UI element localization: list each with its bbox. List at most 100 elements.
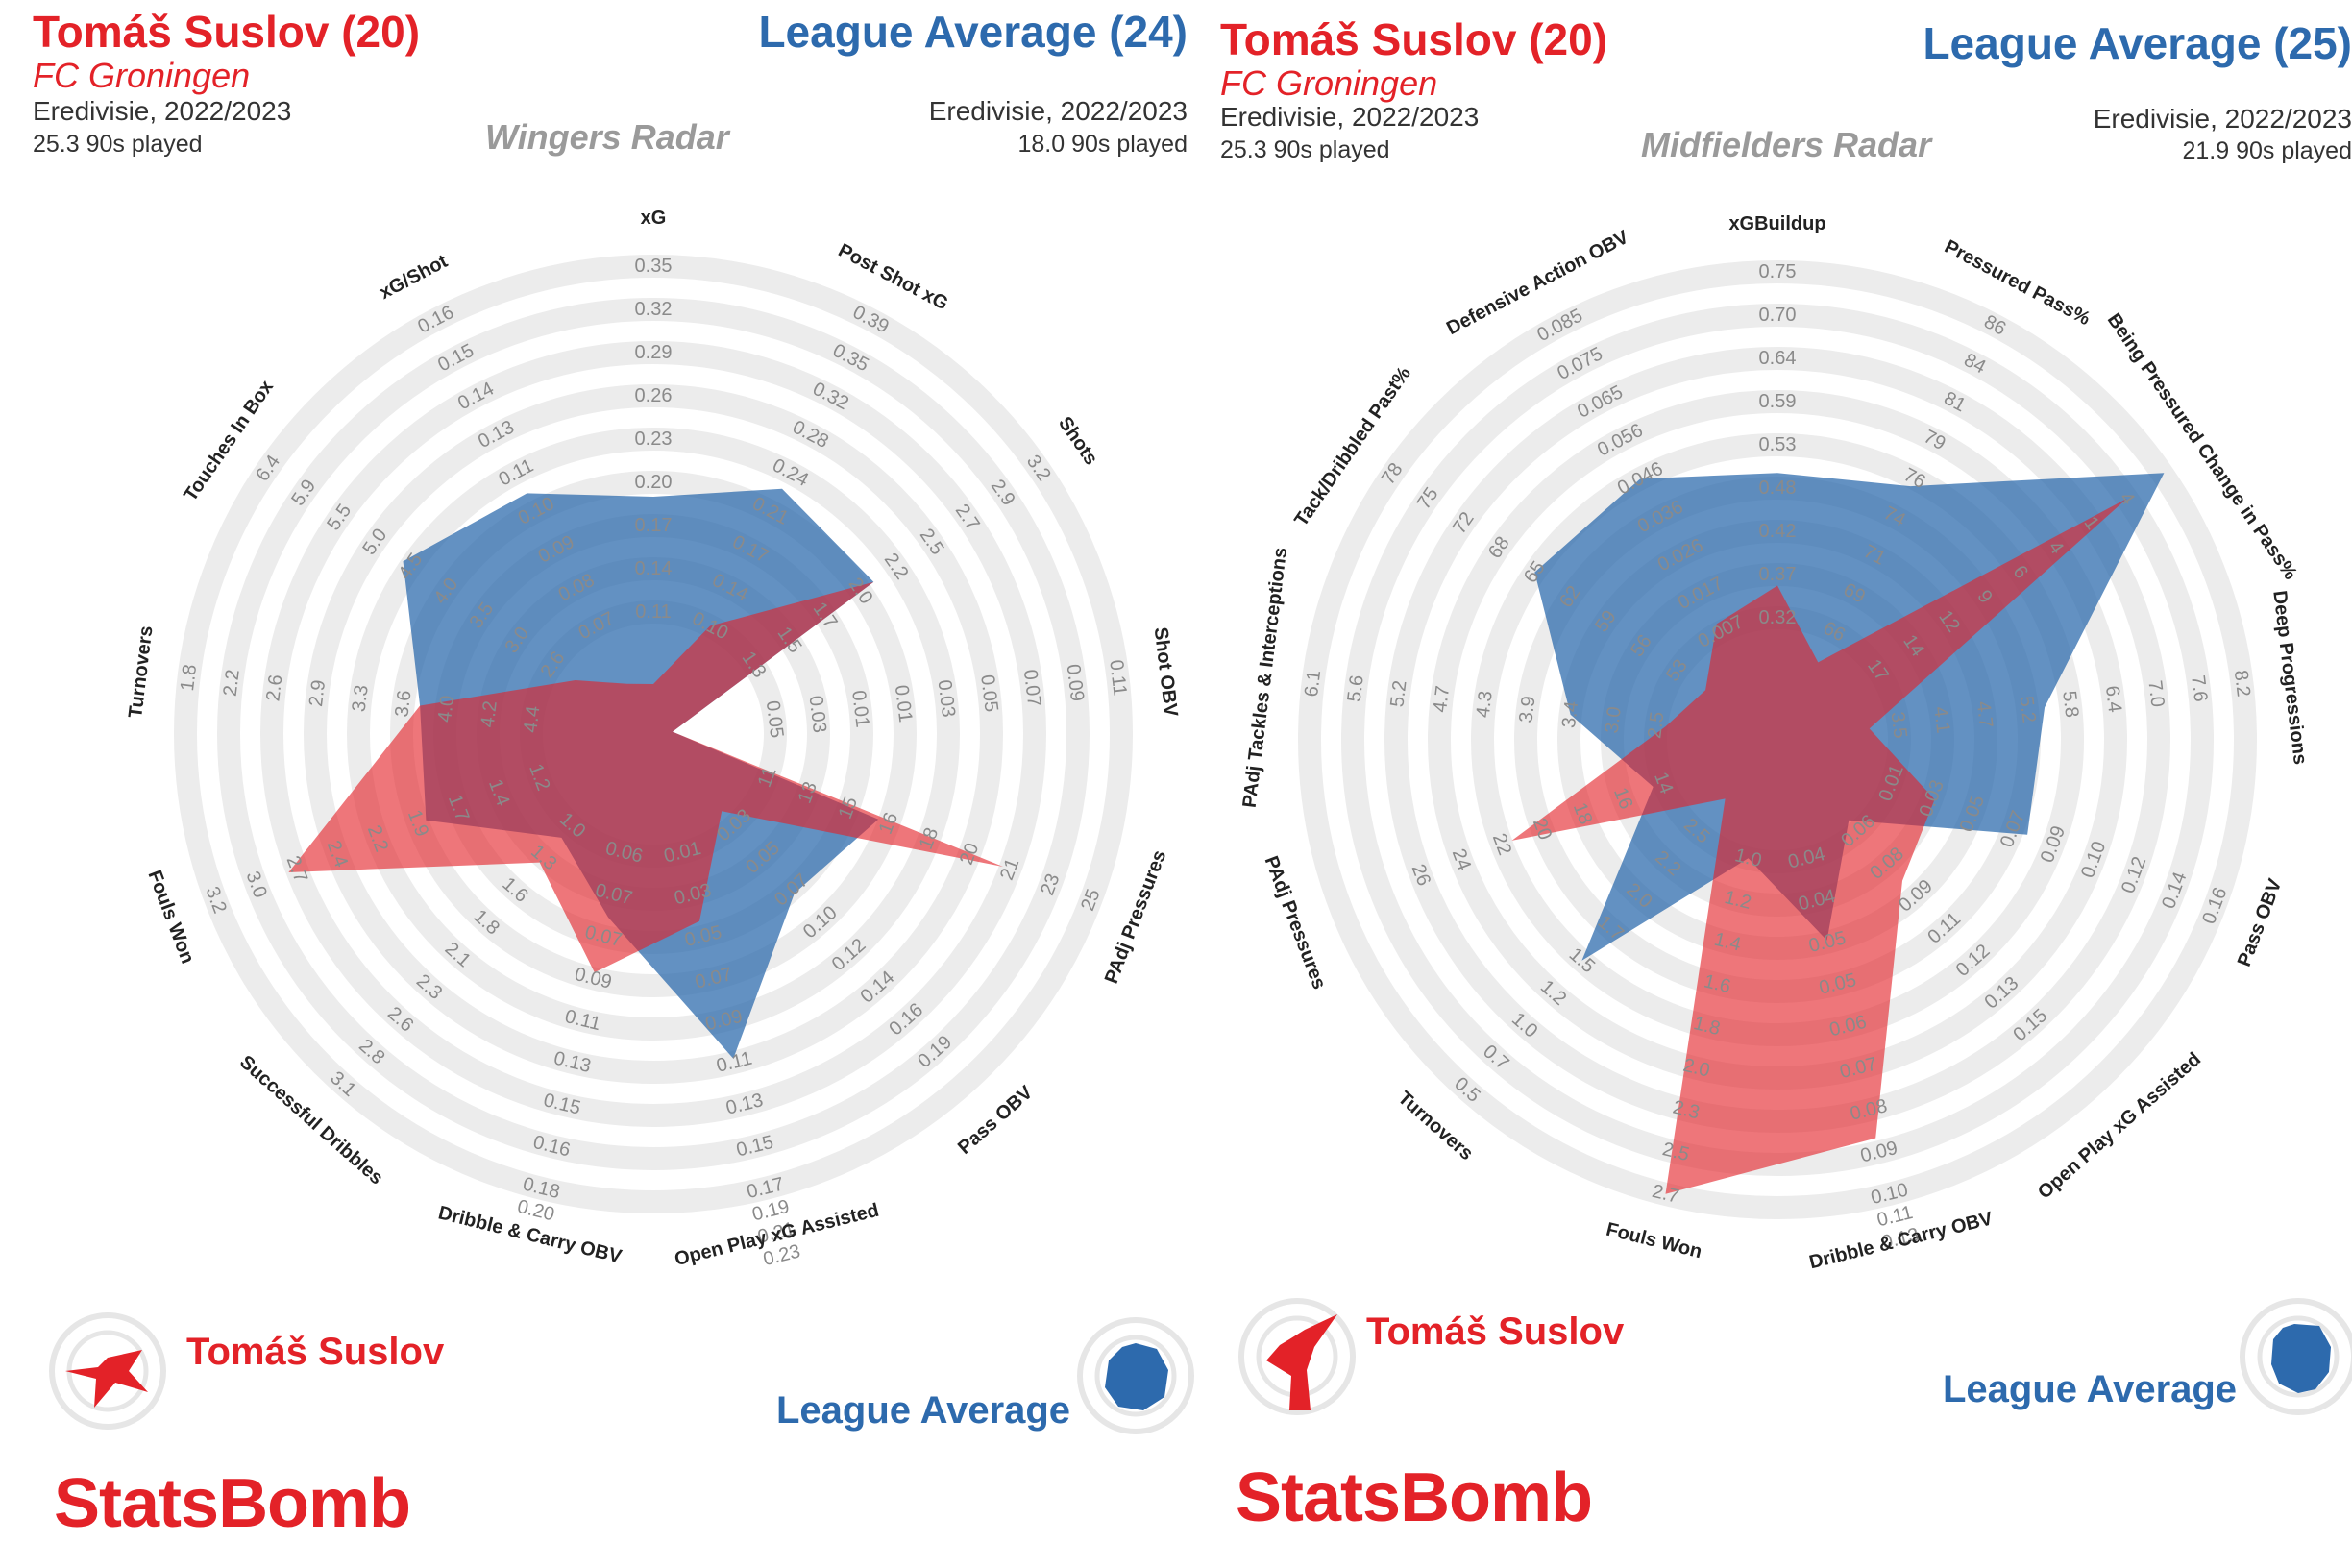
tick-label: 2.5 <box>1644 711 1668 740</box>
average-mini-radar-icon <box>2240 1298 2352 1415</box>
radar-ring <box>174 255 1133 1213</box>
player-name-header: Tomáš Suslov (20) <box>1220 14 1608 64</box>
tick-label: 0.32 <box>1759 607 1797 628</box>
metric-label-shot-obv: Shot OBV <box>1150 626 1182 719</box>
player-name-header: Tomáš Suslov (20) <box>33 7 421 57</box>
tick-label: 0.01 <box>847 689 873 728</box>
tick-label: 3.4 <box>1558 700 1582 729</box>
tick-label: 0.11 <box>563 1006 603 1035</box>
tick-label: 0.53 <box>1759 434 1797 455</box>
tick-label: 7.0 <box>2144 679 2168 708</box>
metric-label-defensive-action-obv: Defensive Action OBV <box>1443 227 1632 340</box>
radar-ring <box>260 341 1046 1127</box>
legend-player-label: Tomáš Suslov <box>1366 1311 1625 1353</box>
tick-label: 0.15 <box>541 1090 582 1119</box>
tick-label: 6.1 <box>1301 669 1325 698</box>
player-mini-radar-icon <box>1238 1298 1356 1415</box>
average-minutes: 18.0 90s played <box>1017 131 1188 158</box>
tick-label: 0.05 <box>976 674 1002 713</box>
metric-label-fouls-won: Fouls Won <box>144 868 199 967</box>
metric-label-xg-shot: xG/Shot <box>376 251 451 304</box>
radar-ring <box>217 298 1090 1170</box>
radar-ring <box>304 384 1003 1084</box>
player-minutes: 25.3 90s played <box>1220 136 1390 163</box>
tick-label: 4.7 <box>1972 700 1997 729</box>
average-name-header: League Average (24) <box>758 7 1188 57</box>
wingers-radar-panel: Tomáš Suslov (20) FC Groningen Eredivisi… <box>33 7 1194 1542</box>
tick-label: 4.2 <box>478 699 502 728</box>
tick-label: 3.3 <box>349 684 373 713</box>
tick-label: 0.48 <box>1759 478 1797 499</box>
player-series-polygon <box>1511 498 2127 1194</box>
metric-label-tack-dribbled-past: Tack/Dribbled Past% <box>1290 363 1415 530</box>
tick-label: 0.13 <box>723 1090 765 1119</box>
tick-label: 0.23 <box>635 429 673 450</box>
tick-label: 0.05 <box>762 699 788 739</box>
radar-ring <box>1341 304 2214 1176</box>
average-competition: Eredivisie, 2022/2023 <box>928 96 1188 126</box>
tick-label: 2.2 <box>220 669 244 698</box>
tick-label: 0.065 <box>1574 381 1627 423</box>
tick-label: 3.5 <box>1887 711 1911 740</box>
tick-label: 0.13 <box>551 1047 593 1077</box>
legend-average-label: League Average <box>776 1389 1071 1432</box>
tick-label: 0.17 <box>635 515 673 536</box>
axis-xg: 0.11 0.14 0.17 0.20 0.23 0.26 0.29 0.32 0.35 xG <box>635 208 673 623</box>
tick-label: 0.03 <box>804 695 830 734</box>
metric-label-xgbuildup: xGBuildup <box>1728 213 1825 234</box>
tick-label: 8.2 <box>2230 669 2254 698</box>
tick-label: 3.6 <box>391 689 415 718</box>
radar-ring <box>1298 260 2257 1219</box>
tick-label: 0.01 <box>891 684 917 723</box>
tick-label: 5.6 <box>1344 674 1368 703</box>
statsbomb-logo: StatsBomb <box>54 1465 411 1542</box>
average-name-header: League Average (25) <box>1923 18 2352 68</box>
tick-label: 4.7 <box>1430 685 1454 714</box>
tick-label: 0.42 <box>1759 521 1797 542</box>
tick-label: 0.75 <box>1759 261 1797 282</box>
tick-label: 0.15 <box>734 1132 775 1162</box>
metric-label-successful-dribbles: Successful Dribbles <box>235 1051 387 1188</box>
tick-label: 0.056 <box>1594 420 1647 461</box>
tick-label: 0.03 <box>934 678 960 718</box>
average-competition: Eredivisie, 2022/2023 <box>2093 104 2352 134</box>
tick-label: 0.29 <box>635 342 673 363</box>
statsbomb-logo: StatsBomb <box>1236 1459 1593 1536</box>
metric-label-shots: Shots <box>1054 413 1102 469</box>
tick-label: 0.20 <box>635 472 673 493</box>
tick-label: 0.085 <box>1533 305 1586 346</box>
tick-label: 0.37 <box>1759 564 1797 585</box>
tick-label: 4.0 <box>434 695 458 723</box>
tick-label: 3.0 <box>1602 705 1626 734</box>
player-mini-radar-icon <box>49 1312 166 1430</box>
midfielders-radar-chart: 0.32 0.37 0.42 0.48 0.53 0.59 0.64 0.70 0.75 xGBu… <box>1239 213 2311 1273</box>
average-minutes: 21.9 90s played <box>2182 137 2352 164</box>
tick-label: 0.09 <box>573 964 614 993</box>
legend-average-label: League Average <box>1943 1368 2238 1410</box>
tick-label: 0.16 <box>531 1132 573 1162</box>
tick-label: 7.6 <box>2187 674 2211 703</box>
metric-label-xg: xG <box>641 208 667 229</box>
tick-label: 5.8 <box>2058 690 2082 719</box>
tick-label: 0.09 <box>1858 1138 1899 1167</box>
tick-label: 2.6 <box>262 674 286 702</box>
metric-label-deep-progressions: Deep Progressions <box>2268 589 2311 766</box>
midfielders-radar-panel: Tomáš Suslov (20) FC Groningen Eredivisi… <box>1220 0 2352 1568</box>
radar-title: Midfielders Radar <box>1641 125 1932 164</box>
tick-label: 0.70 <box>1759 305 1797 326</box>
tick-label: 0.11 <box>1105 658 1130 697</box>
player-series-polygon <box>288 581 1003 973</box>
tick-label: 2.9 <box>306 679 330 708</box>
metric-label-fouls-won: Fouls Won <box>1604 1219 1703 1263</box>
legend-player-label: Tomáš Suslov <box>186 1331 445 1373</box>
metric-label-pass-obv: Pass OBV <box>2234 875 2287 969</box>
tick-label: 0.32 <box>635 299 673 320</box>
player-club: FC Groningen <box>33 56 251 95</box>
tick-label: 0.35 <box>635 256 673 277</box>
player-competition: Eredivisie, 2022/2023 <box>1220 102 1480 132</box>
tick-label: 0.26 <box>635 385 673 406</box>
tick-label: 4.1 <box>1929 705 1953 734</box>
radar-ring <box>347 428 960 1041</box>
player-minutes: 25.3 90s played <box>33 131 203 158</box>
tick-label: 0.59 <box>1759 391 1797 412</box>
